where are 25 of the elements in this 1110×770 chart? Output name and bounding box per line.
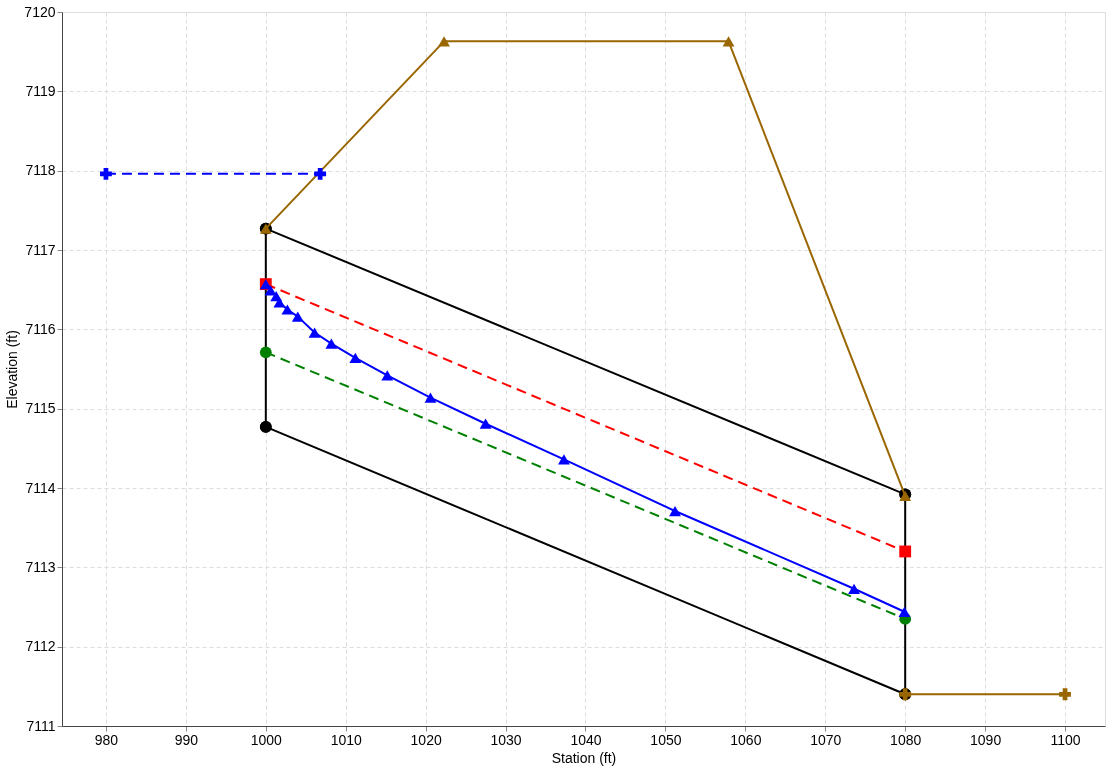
x-tick-label: 1000 [250,731,283,748]
x-tick-label: 1040 [570,731,602,748]
x-tick-label: 990 [174,731,199,748]
x-tick-label: 1050 [650,731,682,748]
y-tick-label: 7120 [24,3,56,20]
y-tick-label: 7119 [25,82,56,99]
x-tick-label: 1070 [810,731,842,748]
x-tick-label: 980 [94,731,119,748]
x-tick-label: 1080 [890,731,922,748]
x-tick-label: 1030 [490,731,522,748]
x-tick-label: 1020 [410,731,442,748]
x-tick-label: 1060 [730,731,762,748]
y-tick-label: 7114 [25,479,56,496]
y-tick-label: 7112 [25,638,56,655]
y-tick-label: 7111 [26,717,56,734]
x-tick-label: 1010 [330,731,363,748]
y-tick-label: 7117 [25,241,56,258]
y-tick-label: 7116 [25,320,56,337]
x-tick-label: 1100 [1050,731,1081,748]
y-axis-title: Elevation (ft) [4,330,21,409]
y-tick-label: 7113 [25,558,56,575]
y-tick-label: 7118 [25,162,56,179]
x-axis-title: Station (ft) [551,749,617,766]
x-tick-label: 1090 [970,731,1002,748]
y-tick-label: 7115 [25,400,56,417]
